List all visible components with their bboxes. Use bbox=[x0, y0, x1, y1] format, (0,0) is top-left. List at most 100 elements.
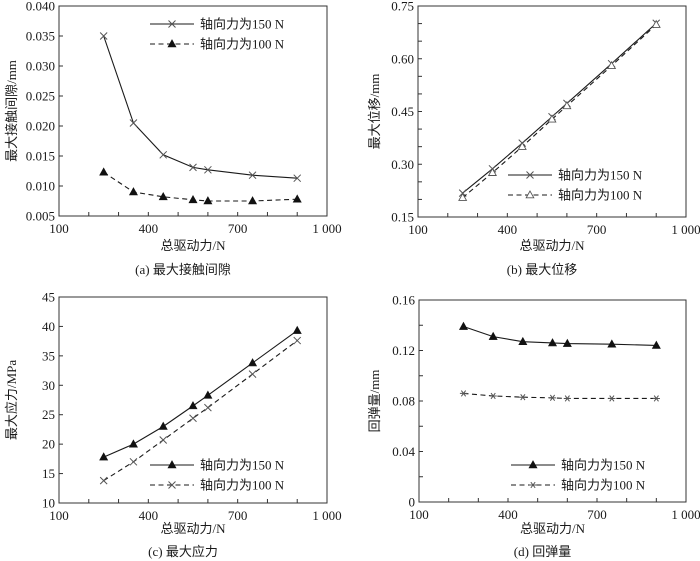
x-tick-label: 400 bbox=[498, 507, 518, 522]
legend-entry: 轴向力为150 N bbox=[508, 168, 643, 183]
legend-entry: 轴向力为100 N bbox=[511, 478, 646, 493]
data-point-marker bbox=[608, 395, 616, 402]
x-tick-label: 700 bbox=[228, 508, 248, 523]
x-tick-label: 1 000 bbox=[312, 508, 341, 523]
y-tick-label: 30 bbox=[42, 378, 55, 393]
plot-frame bbox=[58, 296, 328, 504]
series-solid-0 bbox=[99, 325, 302, 461]
data-point-marker bbox=[99, 32, 108, 40]
data-point-marker bbox=[652, 395, 660, 402]
legend-marker bbox=[168, 481, 176, 489]
x-tick-label: 1 000 bbox=[312, 221, 341, 236]
y-tick-label: 0.45 bbox=[391, 104, 414, 119]
chart-panel-b: 100 400 700 1 000 0.15 0.30 0.45 0.60 0.75 总驱动力/N… bbox=[367, 0, 700, 277]
x-tick-label: 700 bbox=[587, 507, 607, 522]
data-point-marker bbox=[517, 141, 527, 150]
y-tick-label: 0.035 bbox=[26, 29, 55, 44]
data-point-marker bbox=[99, 476, 108, 485]
data-point-marker bbox=[547, 114, 557, 123]
data-point-marker bbox=[248, 358, 258, 367]
y-tick-label: 15 bbox=[42, 466, 55, 481]
data-point-marker bbox=[651, 19, 661, 28]
legend-entry: 轴向力为100 N bbox=[508, 188, 643, 203]
x-axis-title: 总驱动力/N bbox=[520, 521, 586, 536]
y-axis-title: 回弹量/mm bbox=[367, 370, 382, 433]
chart-panel-d: 100 400 700 1 000 0 0.04 0.08 0.12 0.16 总驱动力/N 回弹量… bbox=[367, 293, 700, 560]
x-tick-label: 1 000 bbox=[671, 507, 700, 522]
data-point-marker bbox=[293, 174, 302, 183]
data-point-marker bbox=[159, 150, 168, 159]
x-tick-label: 100 bbox=[49, 221, 69, 236]
y-tick-label: 0.30 bbox=[391, 157, 414, 172]
y-tick-label: 0.005 bbox=[26, 209, 55, 224]
legend-entry: 轴向力为100 N bbox=[150, 37, 285, 52]
series-dashed-1 bbox=[458, 19, 661, 201]
data-point-marker bbox=[459, 390, 468, 397]
x-tick-label: 400 bbox=[498, 222, 518, 237]
data-point-marker bbox=[458, 192, 468, 201]
data-point-marker bbox=[606, 60, 617, 70]
data-point-marker bbox=[248, 171, 257, 180]
y-tick-label: 25 bbox=[42, 407, 55, 422]
y-tick-label: 0.12 bbox=[392, 343, 415, 358]
data-point-marker bbox=[489, 392, 497, 400]
legend-marker bbox=[526, 171, 534, 179]
y-tick-label: 0 bbox=[409, 495, 416, 510]
data-point-marker bbox=[189, 163, 197, 172]
x-tick-label: 1 000 bbox=[671, 222, 700, 237]
data-point-marker bbox=[129, 457, 138, 466]
y-tick-label: 0.010 bbox=[26, 179, 55, 194]
data-point-marker bbox=[158, 191, 168, 201]
data-point-marker bbox=[458, 321, 469, 330]
plot-frame bbox=[417, 5, 687, 218]
data-point-marker bbox=[488, 331, 498, 340]
data-point-marker bbox=[204, 165, 212, 174]
legend-label: 轴向力为150 N bbox=[200, 458, 285, 473]
y-tick-label: 0.08 bbox=[392, 394, 415, 409]
legend-marker bbox=[168, 20, 176, 28]
data-point-marker bbox=[159, 436, 168, 444]
legend-label: 轴向力为100 N bbox=[200, 478, 285, 493]
series-dashed-1 bbox=[459, 390, 660, 402]
legend-entry: 轴向力为100 N bbox=[150, 478, 285, 493]
y-axis-title: 最大位移/mm bbox=[367, 74, 382, 150]
y-tick-label: 10 bbox=[42, 496, 55, 511]
plot-frame bbox=[58, 5, 328, 217]
legend-label: 轴向力为150 N bbox=[200, 17, 285, 32]
series-line bbox=[103, 330, 298, 458]
data-point-marker bbox=[203, 390, 213, 399]
x-axis-title: 总驱动力/N bbox=[519, 238, 585, 253]
y-tick-label: 35 bbox=[42, 348, 55, 363]
data-point-marker bbox=[189, 414, 197, 423]
data-point-marker bbox=[99, 167, 109, 176]
data-point-marker bbox=[292, 194, 302, 203]
y-tick-label: 0.025 bbox=[26, 89, 55, 104]
data-point-marker bbox=[99, 452, 109, 461]
y-tick-label: 0.15 bbox=[391, 210, 414, 225]
x-axis-title: 总驱动力/N bbox=[160, 521, 226, 536]
figure-caption: (d) 回弹量 bbox=[514, 544, 571, 559]
chart-panel-c: 100 400 700 1 000 10 15 20 25 30 35 40 45 总驱动力/N 最大应力… bbox=[4, 290, 342, 560]
y-axis-title: 最大接触间隙/mm bbox=[4, 60, 19, 162]
figure-caption: (c) 最大应力 bbox=[148, 544, 218, 559]
data-point-marker bbox=[128, 439, 138, 448]
y-tick-label: 0.040 bbox=[26, 0, 55, 14]
legend-entry: 轴向力为150 N bbox=[511, 458, 646, 473]
data-point-marker bbox=[188, 401, 198, 410]
y-tick-label: 0.16 bbox=[392, 293, 415, 308]
y-tick-label: 20 bbox=[42, 437, 55, 452]
legend-marker bbox=[167, 39, 177, 48]
data-point-marker bbox=[292, 325, 302, 334]
y-tick-label: 0.015 bbox=[26, 149, 55, 164]
x-tick-label: 400 bbox=[139, 508, 159, 523]
series-solid-0 bbox=[99, 32, 302, 183]
x-tick-label: 400 bbox=[139, 221, 159, 236]
x-axis-title: 总驱动力/N bbox=[160, 238, 226, 253]
y-axis-title: 最大应力/MPa bbox=[4, 360, 19, 440]
series-line bbox=[103, 35, 298, 179]
y-tick-label: 40 bbox=[42, 319, 55, 334]
series-solid-0 bbox=[458, 321, 661, 349]
legend-entry: 轴向力为150 N bbox=[150, 17, 285, 32]
legend-marker bbox=[167, 460, 177, 469]
